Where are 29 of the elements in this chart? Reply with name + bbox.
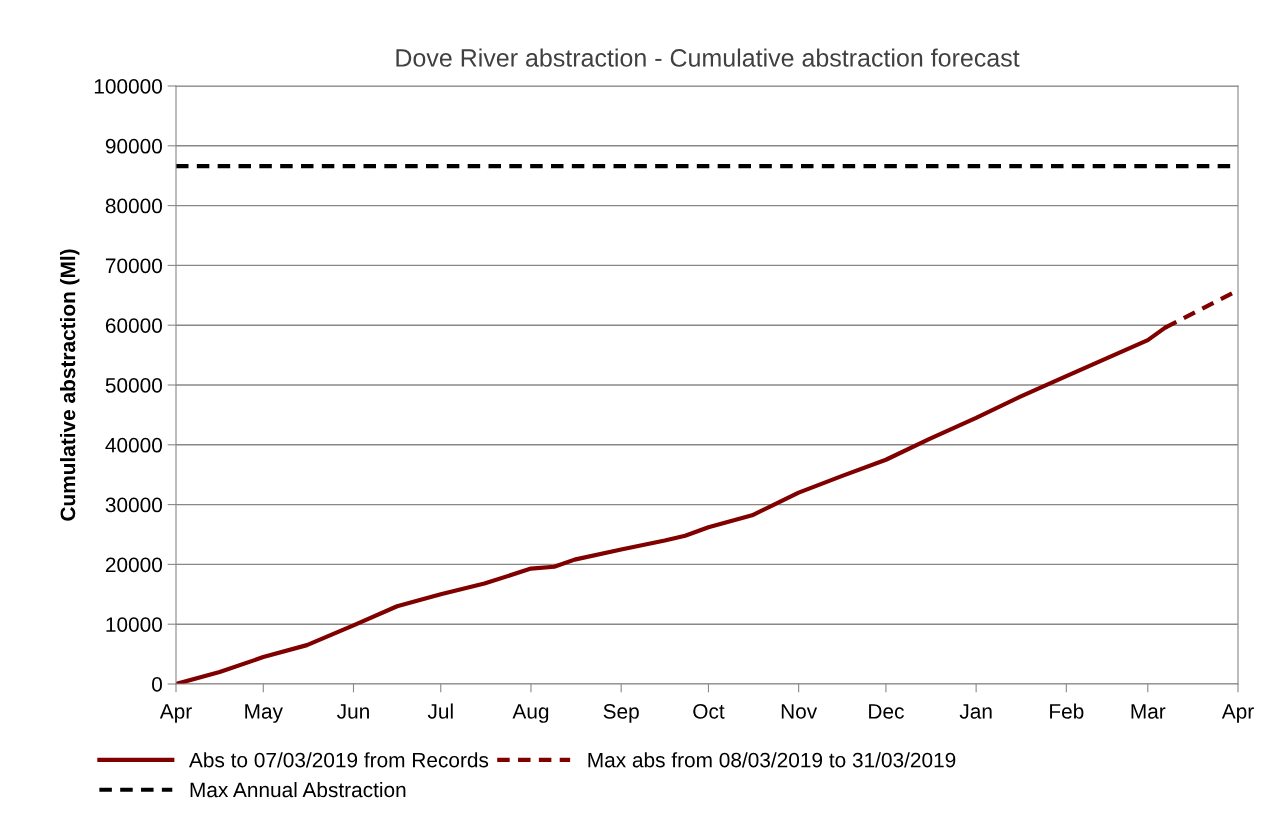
x-tick-label: Oct [693,703,725,719]
x-tick-label: Feb [1050,703,1084,719]
y-tick-label: 30000 [105,497,162,513]
x-tick-label: Jun [337,704,369,719]
x-tick-label: Dec [869,704,904,719]
x-tick-label: Nov [781,704,818,719]
y-tick-label: 40000 [105,437,162,453]
x-tick-label: Jan [959,704,992,719]
x-tick-label: Aug [512,704,549,723]
chart-title: Dove River abstraction - Cumulative abstraction forecast [396,48,1020,67]
legend-label: Max abs from 08/03/2019 to 31/03/2019 [588,752,956,768]
y-tick-label: 100000 [94,79,162,94]
y-tick-label: 0 [152,677,162,692]
y-tick-label: 60000 [105,318,162,333]
y-tick-label: 10000 [106,617,162,632]
y-tick-label: 90000 [105,138,162,154]
x-tick-label: Jul [427,703,453,719]
y-tick-label: 80000 [105,198,162,214]
x-tick-label: Apr [159,704,192,723]
y-tick-label: 70000 [105,258,162,274]
y-tick-label: 50000 [105,378,162,393]
x-tick-label: Sep [603,703,639,723]
x-tick-label: May [245,704,283,723]
legend-label: Abs to 07/03/2019 from Records [189,752,489,768]
y-tick-label: 20000 [105,557,162,573]
y-axis-title: Cumulative abstraction (Ml) [59,249,80,521]
legend-label: Max Annual Abstraction [190,781,406,798]
x-tick-label: Apr [1221,704,1254,723]
x-tick-label: Mar [1131,704,1166,719]
